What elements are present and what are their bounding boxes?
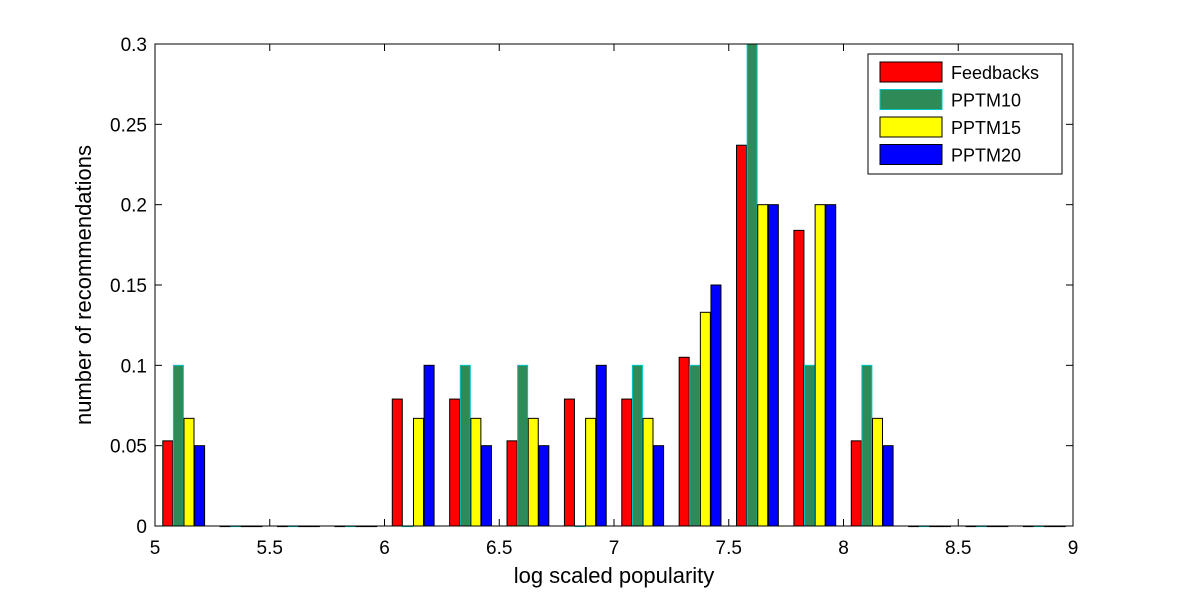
- y-tick-label: 0.25: [110, 115, 147, 136]
- bar-feedbacks-5: [449, 398, 461, 527]
- y-tick-label: 0.15: [110, 276, 147, 297]
- bar-pptm10-0: [172, 364, 184, 527]
- bar-pptm20-4: [423, 364, 435, 527]
- bar-pptm10-6: [517, 364, 529, 527]
- x-tick-label: 8: [838, 538, 849, 559]
- bar-pptm20-12: [882, 445, 894, 527]
- x-tick-label: 6.5: [486, 538, 512, 559]
- bar-pptm20-8: [653, 445, 665, 527]
- legend: Feedbacks PPTM10 PPTM15 PPTM20: [867, 53, 1063, 175]
- bar-feedbacks-11: [793, 229, 805, 527]
- bar-pptm20-7: [595, 364, 607, 527]
- bar-pptm10-12: [861, 364, 873, 527]
- y-tick-label: 0.05: [110, 437, 147, 458]
- legend-swatch-pptm20: [879, 144, 943, 165]
- bar-feedbacks-8: [621, 398, 633, 527]
- bar-pptm15-5: [470, 417, 482, 527]
- bars-layer: [162, 43, 1066, 528]
- bar-pptm20-5: [480, 445, 492, 527]
- bar-pptm20-9: [710, 284, 722, 527]
- bar-pptm15-0: [183, 417, 195, 527]
- bar-feedbacks-4: [391, 398, 403, 527]
- bar-pptm15-11: [814, 204, 826, 527]
- legend-swatch-pptm15: [879, 116, 943, 138]
- bar-feedbacks-9: [678, 356, 690, 527]
- bar-pptm15-10: [757, 204, 769, 527]
- bar-pptm20-10: [767, 204, 779, 527]
- bar-feedbacks-12: [850, 440, 862, 527]
- legend-label-feedbacks: Feedbacks: [951, 63, 1039, 83]
- x-tick-label: 5: [150, 538, 161, 559]
- x-tick-label: 5.5: [257, 538, 283, 559]
- bar-feedbacks-7: [563, 398, 575, 527]
- x-tick-label: 8.5: [945, 538, 971, 559]
- bar-pptm10-10: [746, 43, 758, 527]
- y-tick-label: 0.3: [121, 35, 147, 56]
- legend-label-pptm10: PPTM10: [951, 91, 1021, 111]
- bar-pptm10-9: [689, 364, 701, 527]
- bar-pptm15-4: [412, 417, 424, 527]
- bar-pptm10-8: [631, 364, 643, 527]
- x-tick-label: 6: [379, 538, 390, 559]
- bar-pptm15-6: [527, 417, 539, 527]
- bar-pptm15-7: [585, 417, 597, 527]
- bar-pptm10-11: [804, 364, 816, 527]
- x-tick-label: 7.5: [716, 538, 742, 559]
- y-tick-label: 0: [136, 517, 147, 538]
- x-tick-label: 7: [609, 538, 620, 559]
- bar-pptm20-6: [538, 445, 550, 527]
- bar-pptm20-0: [194, 445, 206, 527]
- legend-swatch-pptm10: [879, 89, 943, 110]
- bar-pptm15-12: [871, 417, 883, 527]
- x-tick-label: 9: [1068, 538, 1079, 559]
- ticks-layer: 5 5.5 6 6.5 7 7.5 8 8.5 9 0 0.05 0.1 0.15 0.2 0.25 0.3: [110, 35, 1078, 559]
- legend-swatch-feedbacks: [879, 61, 943, 83]
- bar-pptm15-9: [699, 311, 711, 527]
- x-axis-label: log scaled popularity: [514, 563, 715, 588]
- legend-label-pptm15: PPTM15: [951, 118, 1021, 138]
- bar-feedbacks-6: [506, 440, 518, 527]
- y-tick-label: 0.1: [121, 356, 147, 377]
- bar-pptm10-5: [459, 364, 471, 527]
- y-tick-label: 0.2: [121, 196, 147, 217]
- y-axis-label: number of recommendations: [71, 145, 96, 425]
- bar-pptm15-8: [642, 417, 654, 527]
- legend-label-pptm20: PPTM20: [951, 146, 1021, 166]
- bar-feedbacks-10: [736, 144, 748, 527]
- bar-feedbacks-0: [162, 440, 174, 527]
- bar-pptm20-11: [825, 204, 837, 527]
